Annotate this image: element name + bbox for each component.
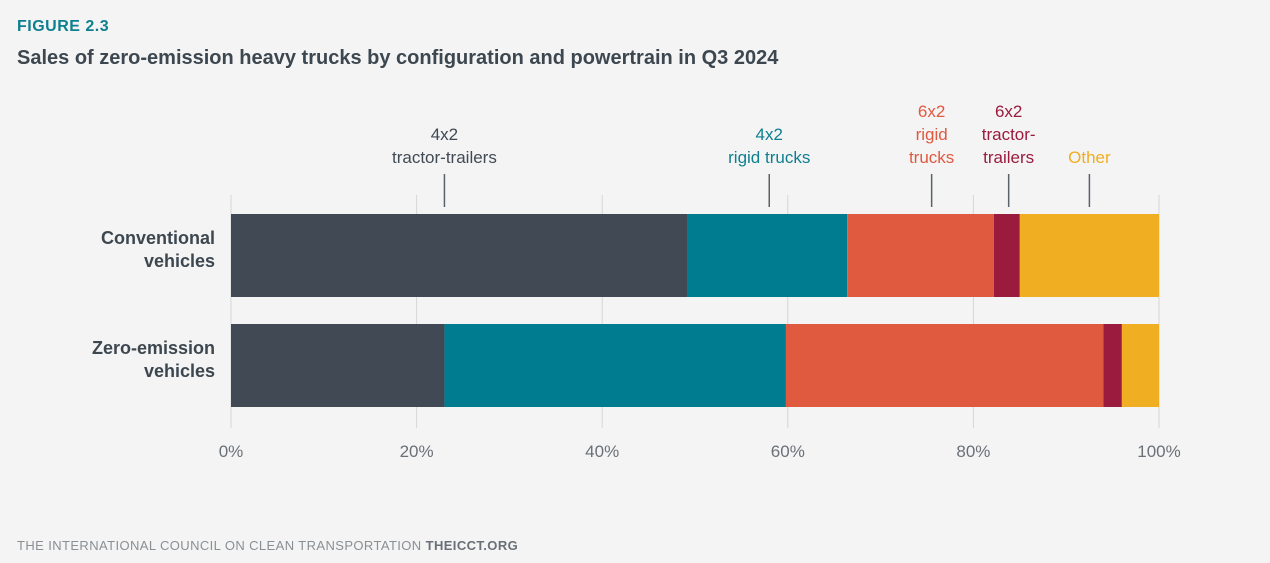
x-tick-label-0: 0% [219,442,244,461]
x-tick-label-5: 100% [1137,442,1180,461]
series-label-1: 4x2 rigid trucks [728,125,810,167]
bar-1-4 [1121,324,1159,407]
x-tick-label-1: 20% [400,442,434,461]
figure-label: FIGURE 2.3 [17,18,110,35]
x-tick-label-4: 80% [956,442,990,461]
bar-0-4 [1019,214,1159,297]
chart-title: Sales of zero-emission heavy trucks by c… [17,47,779,69]
footer-org: THE INTERNATIONAL COUNCIL ON CLEAN TRANS… [17,538,422,553]
bar-1-2 [785,324,1104,407]
category-label-0: Conventional vehicles [101,228,215,271]
bar-1-0 [231,324,445,407]
bar-1-3 [1103,324,1122,407]
bar-0-1 [687,214,848,297]
series-label-0: 4x2 tractor-trailers [392,125,497,167]
series-label-4: Other [1068,148,1111,167]
series-label-3: 6x2 tractor-trailers [982,102,1036,167]
stacked-bar-chart: 0% 20% 40% 60% 80% 100% Conventional vehicles Ze… [92,102,1181,461]
footer-site: THEICCT.ORG [425,538,519,553]
series-label-2: 6x2 rigid trucks [909,102,954,167]
category-label-1: Zero-emission vehicles [92,338,215,381]
bar-0-0 [231,214,688,297]
x-tick-label-2: 40% [585,442,619,461]
bar-0-2 [847,214,994,297]
footer: THE INTERNATIONAL COUNCIL ON CLEAN TRANS… [17,538,518,553]
bar-1-1 [444,324,786,407]
bar-0-3 [993,214,1020,297]
x-tick-label-3: 60% [771,442,805,461]
